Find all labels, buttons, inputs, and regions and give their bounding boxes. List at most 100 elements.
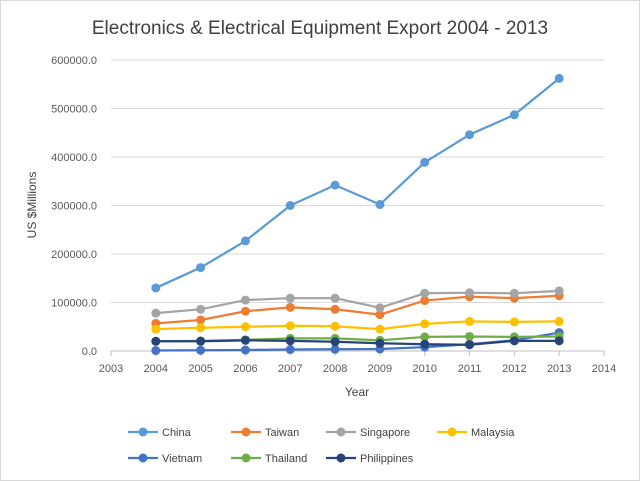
data-point-vietnam (330, 344, 340, 354)
legend-label-singapore: Singapore (360, 427, 410, 439)
data-point-malaysia (285, 321, 295, 331)
legend-marker-philippines (336, 453, 346, 463)
data-point-malaysia (196, 323, 206, 333)
data-point-singapore (554, 286, 564, 296)
data-point-malaysia (375, 324, 385, 334)
data-point-vietnam (285, 345, 295, 355)
axes: 0.0 100000.0 200000.0 300000.0 400000.0 50000… (51, 55, 616, 375)
y-tick-label: 600000.0 (51, 55, 97, 67)
data-point-philippines (196, 336, 206, 346)
legend-label-thailand: Thailand (265, 453, 307, 465)
data-point-singapore (465, 288, 475, 298)
x-tick-label: 2009 (368, 363, 392, 375)
data-point-philippines (554, 336, 564, 346)
y-tick-label: 100000.0 (51, 298, 97, 310)
data-point-singapore (151, 308, 161, 318)
series-line-philippines (155, 339, 560, 346)
data-point-china (330, 180, 340, 190)
data-point-malaysia (240, 322, 250, 332)
series-line-china (155, 77, 560, 289)
data-point-taiwan (196, 315, 206, 325)
data-point-philippines (330, 337, 340, 347)
data-point-china (240, 236, 250, 246)
data-point-china (554, 73, 564, 83)
data-point-singapore (420, 288, 430, 298)
data-point-china (151, 283, 161, 293)
data-point-malaysia (420, 319, 430, 329)
data-point-vietnam (240, 345, 250, 355)
series-lines (151, 73, 564, 356)
data-point-malaysia (330, 321, 340, 331)
legend-marker-china (138, 427, 148, 437)
x-tick-label: 2011 (458, 363, 482, 375)
data-point-taiwan (375, 310, 385, 320)
data-point-philippines (420, 339, 430, 349)
data-point-china (509, 110, 519, 120)
data-point-taiwan (420, 296, 430, 306)
legend-label-china: China (162, 427, 192, 439)
data-point-malaysia (151, 324, 161, 334)
data-point-taiwan (285, 302, 295, 312)
data-point-vietnam (151, 346, 161, 356)
x-tick-label: 2014 (592, 363, 616, 375)
y-tick-label: 0.0 (82, 346, 97, 358)
data-point-singapore (196, 304, 206, 314)
data-point-singapore (240, 295, 250, 305)
data-point-thailand (465, 331, 475, 341)
x-tick-label: 2006 (233, 363, 257, 375)
data-point-philippines (240, 335, 250, 345)
x-tick-label: 2012 (502, 363, 526, 375)
x-tick-label: 2008 (323, 363, 347, 375)
y-tick-label: 400000.0 (51, 152, 97, 164)
x-axis-label: Year (345, 385, 369, 399)
data-point-singapore (330, 293, 340, 303)
series-line-malaysia (155, 320, 560, 331)
x-tick-label: 2010 (412, 363, 436, 375)
legend: China Taiwan Singapore Malaysia Vietnam Thail… (128, 427, 515, 465)
data-point-malaysia (554, 316, 564, 326)
series-line-taiwan (155, 294, 560, 325)
legend-marker-singapore (336, 427, 346, 437)
legend-marker-vietnam (138, 453, 148, 463)
data-point-china (285, 201, 295, 210)
y-axis-label: US $Millions (25, 172, 39, 239)
chart-title: Electronics & Electrical Equipment Expor… (92, 18, 548, 39)
legend-marker-thailand (241, 453, 251, 463)
data-point-china (375, 200, 385, 210)
legend-label-malaysia: Malaysia (471, 427, 515, 439)
data-point-singapore (375, 303, 385, 313)
gridlines (111, 59, 604, 303)
data-point-malaysia (465, 316, 475, 326)
data-point-taiwan (240, 306, 250, 316)
x-tick-label: 2004 (144, 363, 168, 375)
legend-label-vietnam: Vietnam (162, 453, 202, 465)
series-line-singapore (155, 289, 560, 315)
legend-marker-taiwan (241, 427, 251, 437)
data-point-malaysia (509, 317, 519, 327)
legend-label-philippines: Philippines (360, 453, 414, 465)
data-point-philippines (375, 338, 385, 348)
data-point-vietnam (196, 345, 206, 355)
data-point-singapore (285, 293, 295, 303)
data-point-taiwan (330, 304, 340, 314)
data-point-china (420, 157, 430, 167)
data-point-philippines (465, 340, 475, 350)
y-tick-label: 500000.0 (51, 104, 97, 116)
legend-label-taiwan: Taiwan (265, 427, 299, 439)
data-point-china (465, 130, 475, 140)
legend-marker-malaysia (447, 427, 457, 437)
data-point-philippines (151, 336, 161, 346)
data-point-philippines (285, 336, 295, 346)
data-point-china (196, 263, 206, 273)
data-point-philippines (509, 336, 519, 346)
x-tick-label: 2003 (99, 363, 123, 375)
data-point-singapore (509, 288, 519, 298)
y-tick-label: 300000.0 (51, 201, 97, 213)
x-tick-label: 2013 (547, 363, 571, 375)
x-tick-label: 2005 (188, 363, 212, 375)
y-tick-label: 200000.0 (51, 249, 97, 261)
x-tick-label: 2007 (278, 363, 302, 375)
